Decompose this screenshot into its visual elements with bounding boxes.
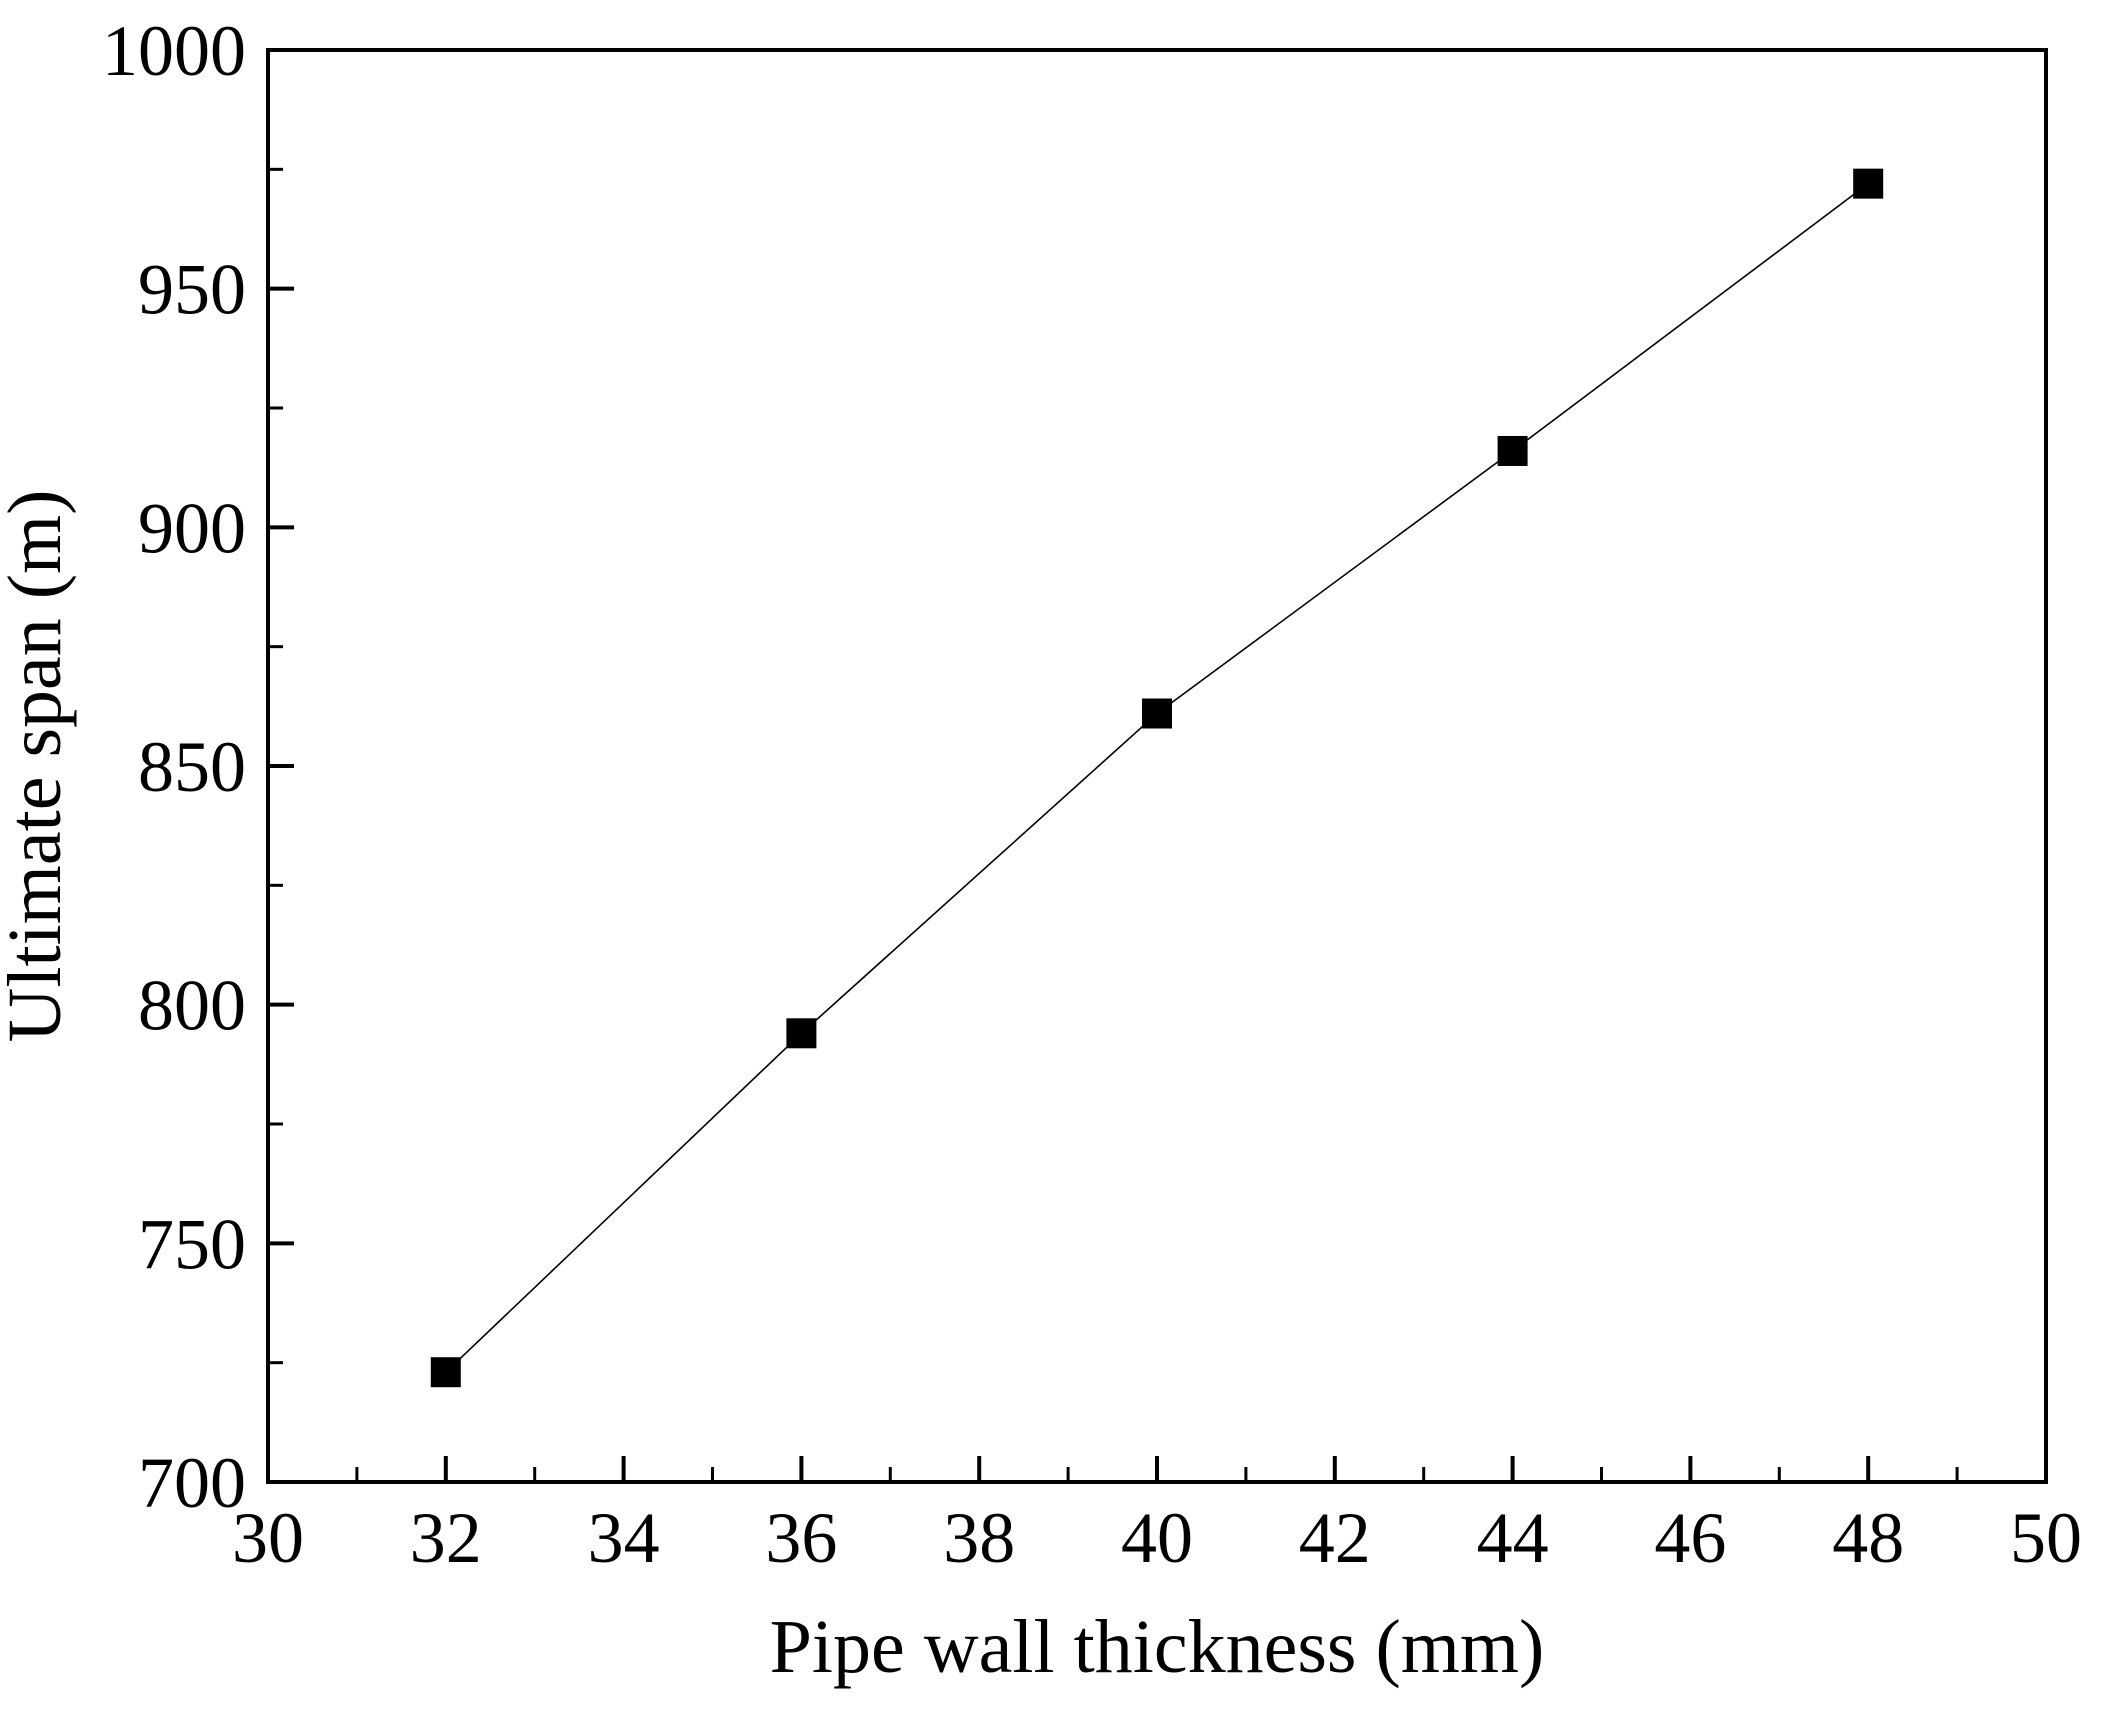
- x-tick-label: 32: [410, 1498, 482, 1578]
- x-tick-label: 42: [1299, 1498, 1371, 1578]
- data-point: [430, 1357, 461, 1388]
- x-tick-label: 50: [2010, 1498, 2082, 1578]
- x-tick-label: 44: [1477, 1498, 1549, 1578]
- data-point: [1853, 168, 1884, 199]
- data-point: [1497, 435, 1528, 466]
- x-axis-title: Pipe wall thickness (mm): [770, 1605, 1545, 1689]
- x-tick-label: 38: [943, 1498, 1015, 1578]
- y-tick-label: 750: [138, 1204, 246, 1284]
- major-ticks: [266, 48, 2048, 1484]
- y-axis-title: Ultimate span (m): [0, 490, 77, 1043]
- x-tick-label: 48: [1832, 1498, 1904, 1578]
- y-tick-label: 700: [138, 1443, 246, 1523]
- series-layer: [430, 168, 1884, 1388]
- y-tick-label: 950: [138, 250, 246, 330]
- series-line: [445, 183, 1869, 1373]
- y-tick-label: 850: [138, 727, 246, 807]
- data-point: [786, 1018, 817, 1049]
- x-tick-labels: 30 32 34 36 38 40 42 44 46 48 50: [232, 1498, 2082, 1578]
- x-tick-label: 36: [765, 1498, 837, 1578]
- y-tick-labels: 700 750 800 850 900 950 1000: [102, 11, 246, 1523]
- x-tick-label: 34: [588, 1498, 660, 1578]
- minor-ticks: [268, 167, 1959, 1482]
- x-tick-label: 40: [1121, 1498, 1193, 1578]
- plot-frame: [266, 48, 2048, 1484]
- y-tick-label: 800: [138, 966, 246, 1046]
- x-tick-label: 30: [232, 1498, 304, 1578]
- y-tick-label: 900: [138, 488, 246, 568]
- data-point: [1142, 698, 1172, 729]
- x-tick-label: 46: [1654, 1498, 1726, 1578]
- y-tick-label: 1000: [102, 11, 246, 91]
